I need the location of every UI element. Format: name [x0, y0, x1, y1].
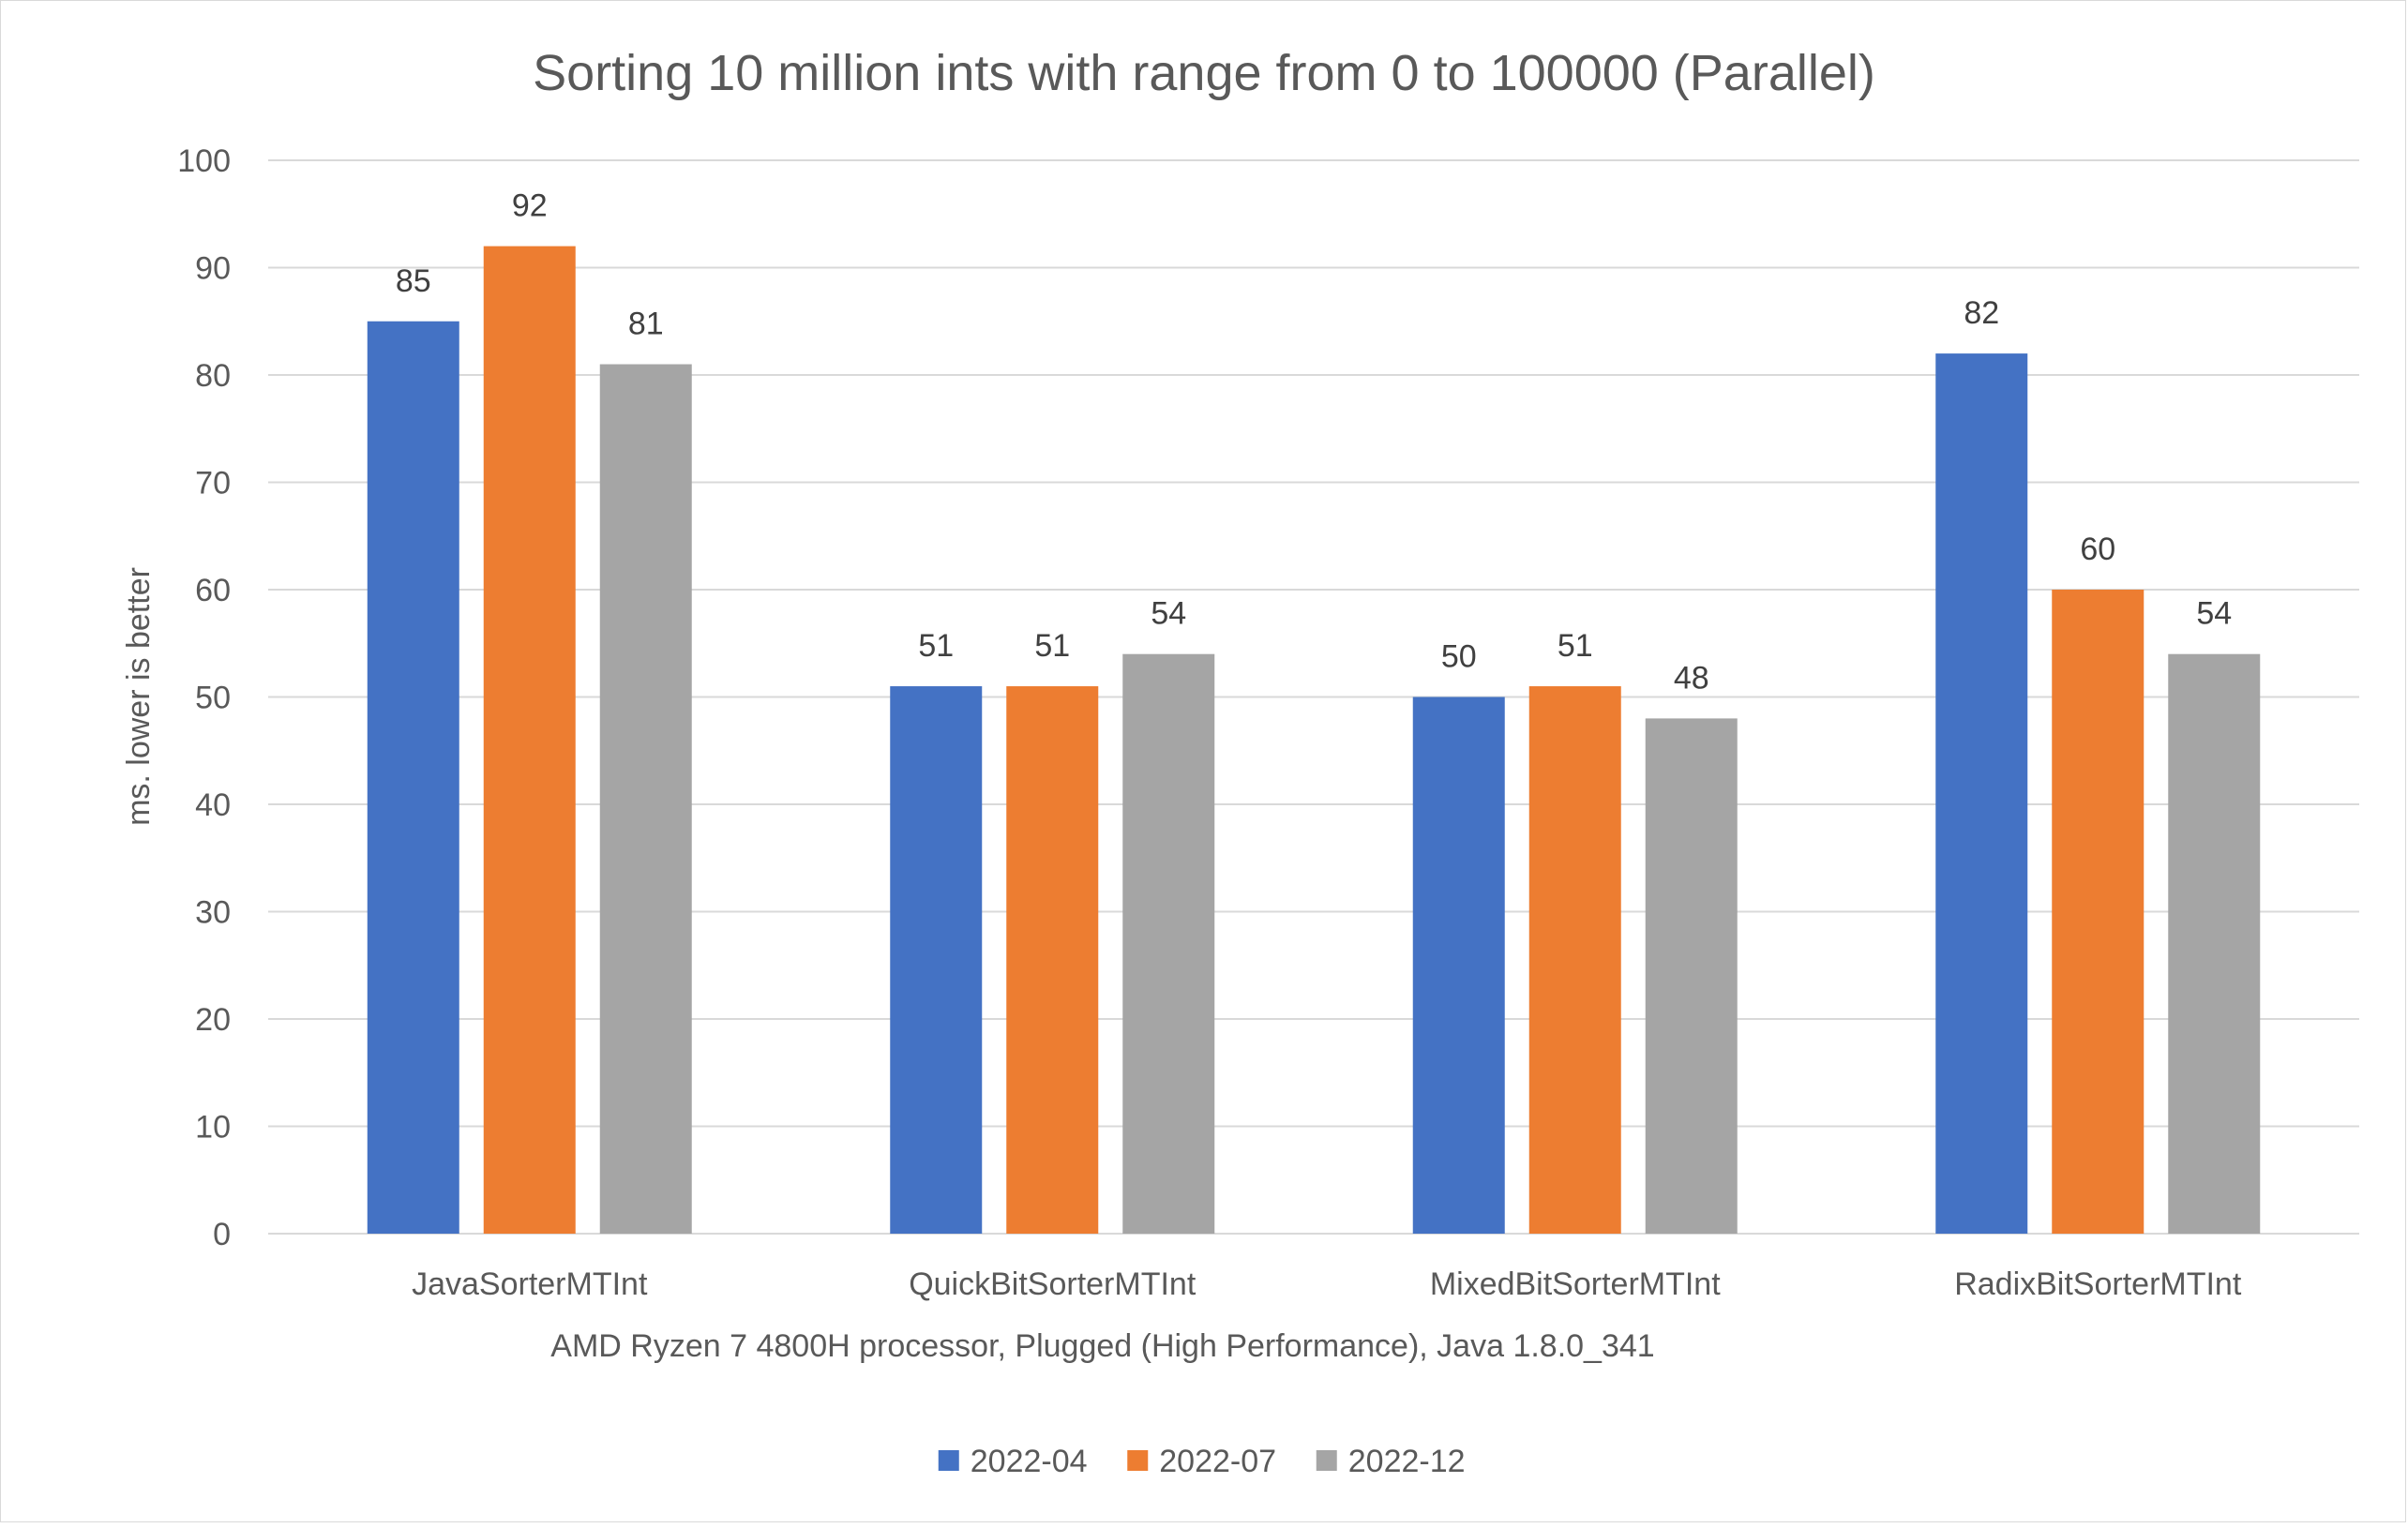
y-tick-label: 80	[195, 358, 231, 394]
bar-2022-04-MixedBitSorterMTInt	[1412, 697, 1505, 1234]
y-tick-label: 20	[195, 1002, 231, 1038]
x-axis-categories: JavaSorterMTInt QuickBitSorterMTInt MixedB…	[412, 1266, 2242, 1302]
y-tick-label: 90	[195, 251, 231, 287]
y-tick-label: 0	[213, 1217, 231, 1252]
bar-2022-12-JavaSorterMTInt	[599, 364, 692, 1234]
data-label: 92	[512, 188, 548, 224]
legend-swatch	[1316, 1450, 1337, 1471]
bar-2022-07-RadixBitSorterMTInt	[2052, 590, 2145, 1234]
data-label: 51	[1034, 628, 1070, 664]
data-label: 60	[2080, 532, 2115, 567]
bar-2022-04-QuickBitSorterMTInt	[890, 686, 983, 1234]
data-label: 85	[396, 263, 431, 299]
x-axis-title: AMD Ryzen 7 4800H processor, Plugged (Hi…	[550, 1328, 1654, 1364]
bars	[367, 246, 2261, 1235]
bar-2022-12-RadixBitSorterMTInt	[2168, 653, 2261, 1234]
data-labels: 85 92 81 51 51 54 50 51 48 82 60 54	[396, 188, 2232, 697]
bar-2022-07-QuickBitSorterMTInt	[1006, 686, 1099, 1234]
y-tick-label: 60	[195, 573, 231, 608]
y-tick-label: 10	[195, 1110, 231, 1146]
data-label: 82	[1964, 295, 1999, 331]
bar-2022-12-QuickBitSorterMTInt	[1122, 653, 1215, 1234]
data-label: 54	[2196, 596, 2232, 632]
bar-2022-04-JavaSorterMTInt	[367, 321, 459, 1234]
y-tick-label: 30	[195, 895, 231, 931]
legend-swatch	[1127, 1450, 1149, 1471]
y-axis-ticks: 0 10 20 30 40 50 60 70 80 90 100	[177, 143, 231, 1252]
chart-title: Sorting 10 million ints with range from …	[533, 45, 1875, 101]
bar-2022-12-MixedBitSorterMTInt	[1645, 718, 1738, 1234]
y-tick-label: 100	[177, 143, 231, 179]
y-tick-label: 40	[195, 787, 231, 823]
x-category-label: JavaSorterMTInt	[412, 1266, 648, 1302]
legend-swatch	[938, 1450, 959, 1471]
data-label: 51	[1558, 628, 1593, 664]
y-axis-title: ms. lower is better	[121, 567, 157, 826]
x-category-label: MixedBitSorterMTInt	[1430, 1266, 1721, 1302]
data-label: 51	[918, 628, 954, 664]
legend-label: 2022-04	[971, 1444, 1088, 1479]
legend-label: 2022-12	[1348, 1444, 1466, 1479]
legend-label: 2022-07	[1159, 1444, 1276, 1479]
bar-2022-07-MixedBitSorterMTInt	[1528, 686, 1621, 1234]
y-tick-label: 70	[195, 466, 231, 502]
data-label: 54	[1151, 596, 1186, 632]
data-label: 48	[1674, 660, 1709, 696]
data-label: 81	[628, 307, 664, 342]
x-category-label: RadixBitSorterMTInt	[1954, 1266, 2242, 1302]
bar-2022-07-JavaSorterMTInt	[483, 246, 576, 1235]
legend-item-2022-04: 2022-04	[938, 1444, 1088, 1479]
legend: 2022-04 2022-07 2022-12	[938, 1444, 1466, 1479]
gridlines	[268, 159, 2359, 1235]
data-label: 50	[1441, 639, 1477, 675]
bar-2022-04-RadixBitSorterMTInt	[1935, 353, 2028, 1235]
x-category-label: QuickBitSorterMTInt	[909, 1266, 1196, 1302]
legend-item-2022-07: 2022-07	[1127, 1444, 1276, 1479]
y-tick-label: 50	[195, 681, 231, 716]
legend-item-2022-12: 2022-12	[1316, 1444, 1466, 1479]
